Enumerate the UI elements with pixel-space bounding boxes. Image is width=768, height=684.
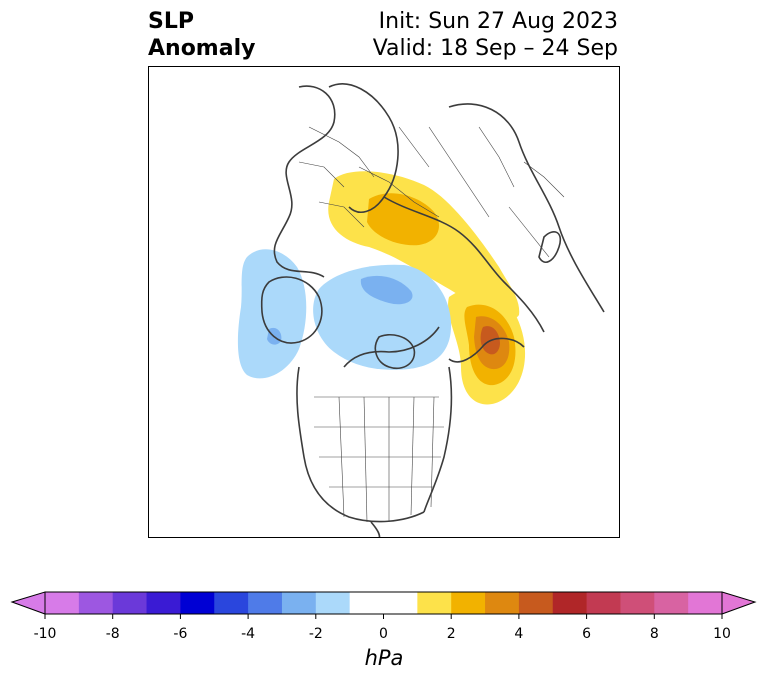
colorbar-segment <box>214 592 249 614</box>
colorbar-segment <box>417 592 452 614</box>
asia-coast <box>448 103 605 313</box>
colorbar-segment <box>112 592 148 614</box>
colorbar-tick-label: -8 <box>105 626 120 642</box>
colorbar-tick-label: 8 <box>649 626 659 642</box>
colorbar-segment <box>451 592 486 614</box>
colorbar-unit-label: hPa <box>364 646 404 670</box>
colorbar-segments <box>45 592 723 614</box>
europe-coast <box>273 85 336 278</box>
colorbar-tick-label: -2 <box>308 626 323 642</box>
colorbar-ticks <box>44 614 723 619</box>
colorbar-segment <box>78 592 114 614</box>
scandinavia-coast <box>328 83 399 213</box>
colorbar-segment <box>518 592 554 614</box>
colorbar-tick-label: -6 <box>173 626 188 642</box>
negative-anomaly-arctic-canada <box>313 264 452 370</box>
colorbar-segment <box>654 592 689 614</box>
colorbar: -10 -8 -6 -4 -2 0 2 4 6 8 10 hPa <box>0 580 768 684</box>
colorbar-tick-label: 4 <box>514 626 524 642</box>
colorbar-bar <box>10 591 757 619</box>
florida-coast <box>370 521 381 537</box>
colorbar-segment <box>281 592 317 614</box>
colorbar-segment <box>45 592 80 614</box>
title-variable-line2: Anomaly <box>148 36 256 61</box>
colorbar-tick-label: 0 <box>379 626 388 642</box>
map-canvas <box>237 83 605 537</box>
colorbar-segment <box>248 592 283 614</box>
north-america-coast <box>296 366 425 523</box>
colorbar-segment <box>146 592 181 614</box>
colorbar-tick-label: -4 <box>241 626 256 642</box>
map-title: SLP Anomaly <box>148 8 348 62</box>
colorbar-tick-label: 10 <box>713 626 731 642</box>
colorbar-segment <box>180 592 215 614</box>
alaska-coast <box>448 337 525 363</box>
greenland-coast <box>260 276 323 344</box>
colorbar-segment <box>315 592 351 614</box>
north-america-west-coast <box>423 366 453 513</box>
title-variable: SLP <box>148 9 194 34</box>
colorbar-segment <box>552 592 588 614</box>
anomaly-fills <box>237 171 526 405</box>
colorbar-tick-label: -10 <box>33 626 57 642</box>
colorbar-segment <box>620 592 655 614</box>
country-borders <box>298 126 565 258</box>
negative-anomaly-north-atlantic <box>237 249 307 379</box>
init-date-label: Init: Sun 27 Aug 2023 <box>378 9 618 34</box>
hudson-bay-coast <box>374 333 416 369</box>
colorbar-segment <box>688 592 723 614</box>
polar-map <box>148 66 620 538</box>
colorbar-segment <box>586 592 621 614</box>
negative-anomaly-arctic-core <box>360 275 413 305</box>
map-subtitle: Init: Sun 27 Aug 2023 Valid: 18 Sep – 24… <box>298 8 618 62</box>
colorbar-extend-high <box>721 591 757 615</box>
colorbar-segment <box>349 592 418 614</box>
colorbar-extend-low <box>10 591 46 615</box>
colorbar-tick-label: 6 <box>582 626 592 642</box>
us-state-borders <box>314 396 444 523</box>
russia-coast <box>383 196 545 333</box>
valid-range-label: Valid: 18 Sep – 24 Sep <box>372 36 618 61</box>
coastlines <box>260 83 605 537</box>
colorbar-segment <box>485 592 520 614</box>
canadian-arctic-coast <box>343 326 440 368</box>
colorbar-tick-label: 2 <box>446 626 456 642</box>
japan-coast <box>538 231 562 263</box>
